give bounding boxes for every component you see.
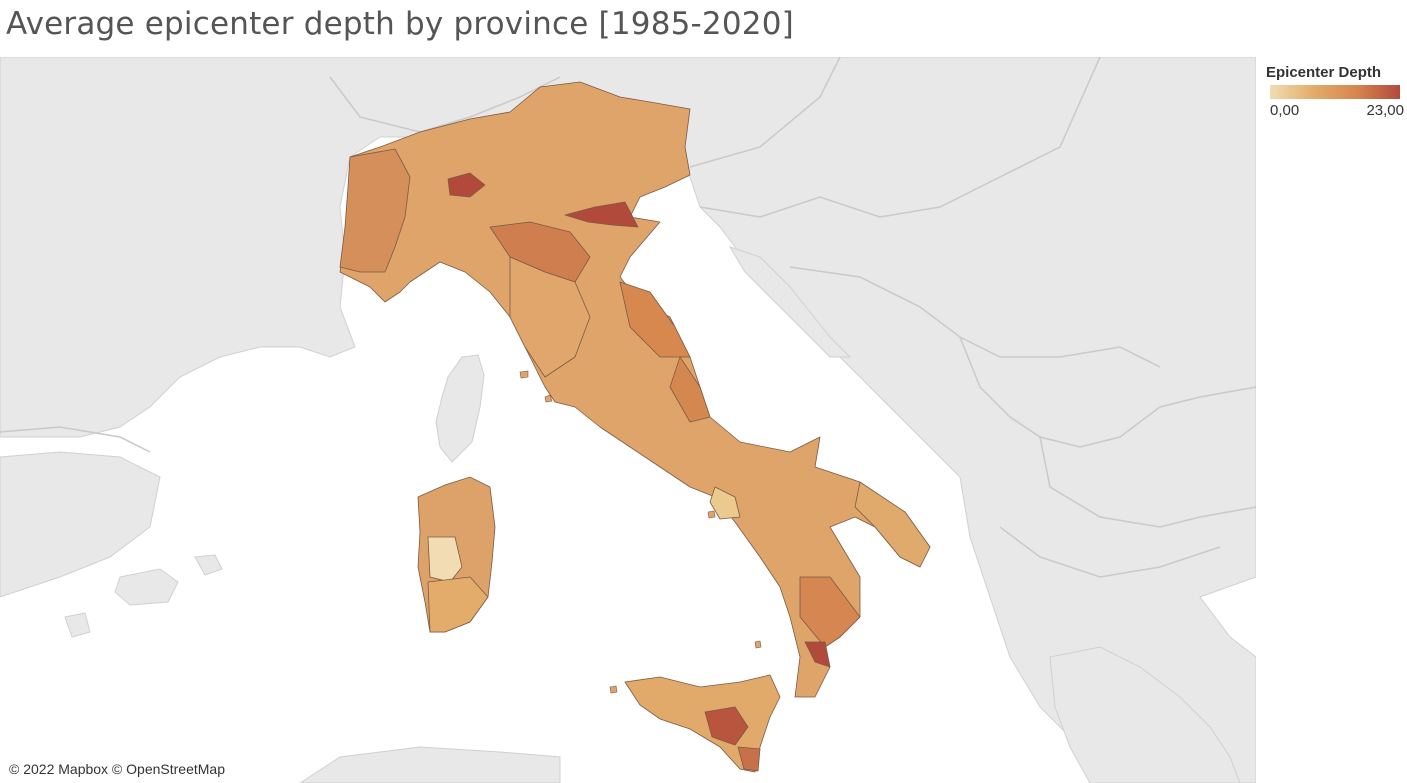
province-sicily-deep[interactable]: [704, 706, 749, 746]
legend-color-ramp: [1270, 85, 1400, 99]
province-sardinia-shallow[interactable]: [427, 536, 463, 583]
minor-islands: [519, 370, 762, 694]
legend-title: Epicenter Depth: [1266, 64, 1382, 81]
basemap-borders: [0, 57, 1256, 578]
sardinia[interactable]: [417, 476, 496, 633]
province-lombardy-deep[interactable]: [447, 172, 486, 198]
color-legend: Epicenter Depth 0,00 23,00: [1266, 64, 1406, 119]
province-calabria[interactable]: [799, 576, 861, 648]
map-canvas[interactable]: [0, 57, 1256, 783]
province-tuscany[interactable]: [509, 256, 591, 378]
province-puglia[interactable]: [854, 481, 931, 568]
province-ferrara-deep[interactable]: [564, 201, 639, 228]
legend-min-label: 0,00: [1270, 102, 1300, 119]
page-title: Average epicenter depth by province [198…: [6, 6, 794, 42]
province-sardinia-south[interactable]: [427, 576, 489, 633]
legend-max-label: 23,00: [1366, 102, 1404, 119]
legend-labels: 0,00 23,00: [1270, 102, 1404, 119]
province-reggio-deep[interactable]: [804, 641, 831, 668]
province-piedmont[interactable]: [339, 148, 411, 273]
basemap-land: [0, 57, 1256, 783]
province-marche[interactable]: [619, 281, 691, 358]
italy-provinces[interactable]: [339, 81, 931, 698]
province-sicily-south[interactable]: [737, 746, 761, 772]
map-attribution: © 2022 Mapbox © OpenStreetMap: [7, 761, 227, 777]
province-abruzzo[interactable]: [669, 356, 711, 423]
province-campania-light[interactable]: [709, 486, 741, 520]
sicily[interactable]: [624, 674, 781, 773]
map-view[interactable]: [0, 57, 1256, 783]
